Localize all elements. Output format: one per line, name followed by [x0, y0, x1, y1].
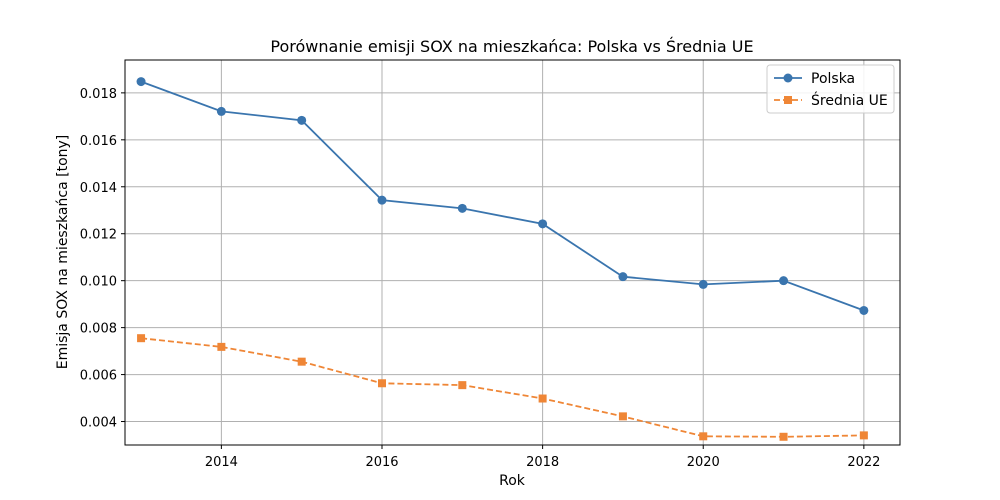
data-point	[538, 219, 548, 229]
data-point	[618, 412, 627, 421]
data-point	[297, 115, 307, 125]
data-point	[297, 357, 306, 366]
x-tick-label: 2014	[205, 455, 238, 470]
data-point	[859, 431, 868, 440]
series-polska	[136, 77, 869, 315]
series-srednia-ue	[137, 334, 868, 441]
data-point	[136, 77, 146, 87]
ticks: 2014 2016 2018 2020 2022 0.004 0.006 0.008 0.010…	[80, 87, 881, 470]
chart-title: Porównanie emisji SOX na mieszkańca: Pol…	[270, 37, 753, 56]
data-point	[618, 272, 628, 282]
legend: Polska Średnia UE	[766, 64, 895, 114]
data-point	[538, 394, 547, 403]
legend-label: Średnia UE	[811, 91, 888, 109]
legend-marker	[784, 96, 792, 104]
grid	[125, 60, 900, 445]
data-point	[137, 334, 146, 343]
data-point	[458, 381, 467, 390]
x-tick-label: 2020	[687, 455, 720, 470]
data-point	[779, 432, 788, 441]
legend-box	[766, 64, 895, 114]
data-point	[859, 305, 869, 315]
y-tick-label: 0.014	[80, 181, 117, 196]
y-tick-label: 0.012	[80, 228, 117, 243]
x-tick-label: 2016	[365, 455, 398, 470]
data-point	[217, 342, 226, 351]
y-tick-label: 0.008	[80, 322, 117, 337]
data-point	[457, 203, 467, 213]
series-line	[140, 80, 865, 312]
data-point	[377, 379, 386, 388]
plot-frame	[124, 59, 901, 446]
x-tick-label: 2018	[526, 455, 559, 470]
y-axis-label: Emisja SOX na mieszkańca [tony]	[55, 135, 71, 370]
series-layer	[136, 77, 869, 441]
data-point	[779, 276, 789, 286]
y-tick-label: 0.004	[80, 416, 117, 431]
x-axis-label: Rok	[499, 473, 526, 489]
series-line	[141, 337, 864, 438]
y-tick-label: 0.010	[80, 275, 117, 290]
data-point	[698, 279, 708, 289]
legend-label: Polska	[811, 71, 855, 87]
y-tick-label: 0.016	[80, 134, 117, 149]
data-point	[377, 195, 387, 205]
x-tick-label: 2022	[847, 455, 880, 470]
y-tick-label: 0.018	[80, 87, 117, 102]
y-tick-label: 0.006	[80, 369, 117, 384]
legend-marker	[783, 73, 793, 83]
data-point	[699, 432, 708, 441]
data-point	[216, 106, 226, 116]
